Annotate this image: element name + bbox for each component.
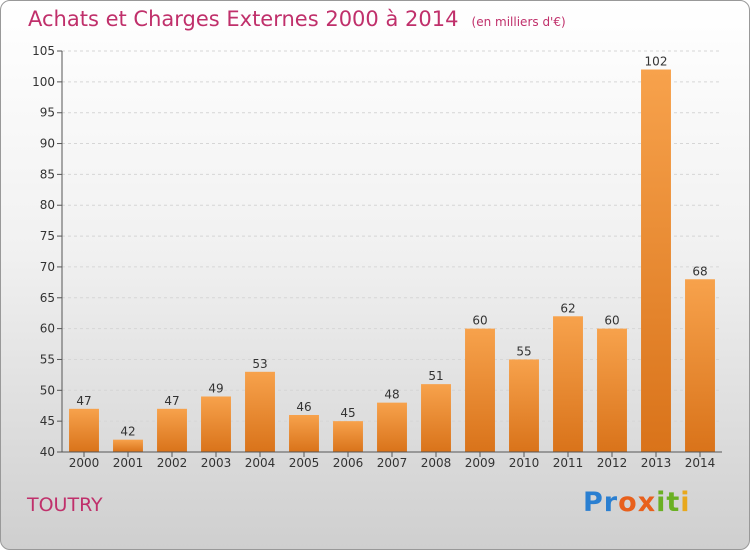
data-label: 68 [692, 264, 707, 278]
data-label: 46 [296, 400, 311, 414]
logo-letter: x [637, 487, 657, 518]
x-tick-label: 2014 [685, 456, 716, 470]
data-label: 102 [645, 55, 668, 69]
y-tick-label: 90 [40, 137, 55, 151]
data-label: 49 [208, 381, 223, 395]
y-tick-label: 65 [40, 291, 55, 305]
bar [245, 371, 275, 452]
y-tick-label: 50 [40, 383, 55, 397]
data-label: 53 [252, 357, 267, 371]
chart-unit: (en milliers d'€) [471, 15, 566, 29]
data-label: 42 [120, 425, 135, 439]
y-tick-label: 85 [40, 167, 55, 181]
data-label: 51 [428, 369, 443, 383]
logo-letter: P [583, 487, 604, 518]
x-tick-label: 2010 [509, 456, 540, 470]
y-tick-label: 100 [32, 75, 55, 89]
y-tick-label: 75 [40, 229, 55, 243]
bar [509, 359, 539, 452]
x-tick-label: 2013 [641, 456, 672, 470]
proxiti-logo: Proxiti [583, 487, 691, 518]
x-tick-label: 2011 [553, 456, 584, 470]
logo-letter: o [618, 487, 638, 518]
bar [641, 69, 671, 452]
x-tick-label: 2006 [333, 456, 364, 470]
bar [553, 316, 583, 452]
data-label: 62 [560, 301, 575, 315]
x-tick-label: 2007 [377, 456, 408, 470]
bar [377, 402, 407, 452]
bars [69, 69, 715, 452]
bar [289, 414, 319, 452]
bar [597, 328, 627, 452]
x-tick-label: 2012 [597, 456, 628, 470]
bar [157, 408, 187, 452]
bar [465, 328, 495, 452]
y-tick-label: 105 [32, 44, 55, 58]
data-label: 47 [76, 394, 91, 408]
y-tick-label: 60 [40, 322, 55, 336]
data-label: 60 [604, 314, 619, 328]
x-tick-label: 2009 [465, 456, 496, 470]
bar [201, 396, 231, 452]
x-tick-label: 2003 [201, 456, 232, 470]
data-label: 55 [516, 344, 531, 358]
y-tick-label: 95 [40, 106, 55, 120]
bar [113, 439, 143, 452]
data-label: 47 [164, 394, 179, 408]
logo-letter: i [680, 487, 691, 518]
x-tick-label: 2005 [289, 456, 320, 470]
x-tick-label: 2000 [69, 456, 100, 470]
bar [333, 421, 363, 452]
bar [421, 384, 451, 452]
chart-title: Achats et Charges Externes 2000 à 2014 (… [28, 7, 566, 31]
x-tick-label: 2004 [245, 456, 276, 470]
x-tick-label: 2001 [113, 456, 144, 470]
data-label: 45 [340, 406, 355, 420]
y-tick-label: 80 [40, 198, 55, 212]
x-axis-ticks: 2000 2001 2002 2003 2004 2005 2006 2007 2008 2009… [69, 452, 716, 470]
x-tick-label: 2002 [157, 456, 188, 470]
logo-letter: i [656, 487, 667, 518]
axes [61, 51, 722, 453]
y-tick-label: 70 [40, 260, 55, 274]
data-label: 48 [384, 388, 399, 402]
bar [69, 408, 99, 452]
logo-letter: t [666, 487, 681, 518]
y-axis-ticks: 40 45 50 55 60 65 70 75 80 85 90 95 100 105 [32, 44, 62, 459]
logo-letter: r [603, 487, 619, 518]
y-tick-label: 55 [40, 352, 55, 366]
data-label: 60 [472, 314, 487, 328]
data-labels: 47 42 47 49 53 46 45 48 51 60 55 62 60 102 68 [76, 55, 707, 439]
x-tick-label: 2008 [421, 456, 452, 470]
chart-title-text: Achats et Charges Externes 2000 à 2014 [28, 7, 459, 31]
place-name: TOUTRY [27, 494, 103, 516]
y-tick-label: 40 [40, 445, 55, 459]
bar [685, 279, 715, 452]
y-tick-label: 45 [40, 414, 55, 428]
